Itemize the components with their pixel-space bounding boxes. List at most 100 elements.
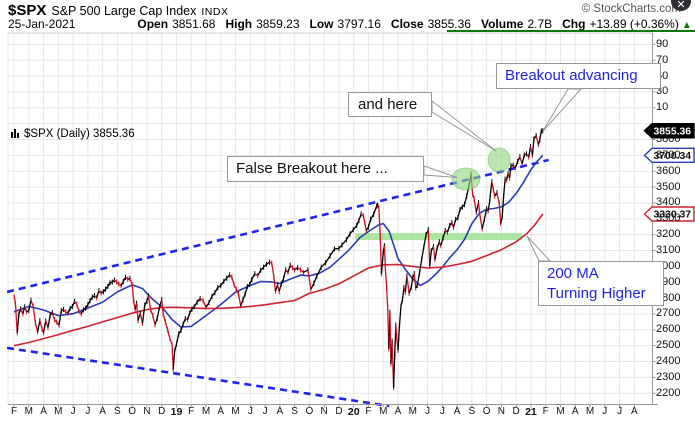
header: $SPX S&P 500 Large Cap Index INDX — [8, 2, 688, 20]
x-axis-month-label: M — [201, 406, 211, 417]
x-axis-month-label: F — [542, 406, 549, 417]
x-axis-month-label: J — [70, 406, 76, 417]
y-axis-label: 2400 — [656, 355, 681, 368]
y-axis-label: 70 — [656, 53, 669, 66]
x-axis-month-label: A — [99, 406, 106, 417]
close-value: 3855.36 — [427, 17, 471, 31]
x-axis-month-label: A — [276, 406, 284, 417]
chart-legend: $SPX (Daily) 3855.36 — [11, 128, 135, 140]
x-axis-month-label: M — [231, 406, 240, 417]
annotation-200ma-line1: 200 MA — [547, 265, 599, 282]
x-axis-month-label: M — [24, 406, 33, 417]
x-axis-month-label: A — [630, 406, 638, 417]
candlestick-chart-icon — [11, 129, 20, 138]
open-label: Open — [137, 17, 169, 31]
change-underline — [447, 30, 695, 32]
stockcharts-brand: © StockCharts.com — [581, 3, 681, 15]
quote-row: 25-Jan-2021 Open 3851.68 High 3859.23 Low 3797… — [8, 17, 695, 31]
exchange: INDX — [201, 6, 229, 18]
y-axis-label: 3800 — [656, 133, 681, 146]
x-axis-month-label: J — [85, 406, 91, 417]
y-axis-label: 30 — [656, 85, 669, 98]
index-name: S&P 500 Large Cap Index — [51, 4, 197, 18]
x-axis-month-label: N — [143, 406, 151, 417]
low-value: 3797.16 — [337, 17, 381, 31]
x-axis-month-label: A — [394, 406, 402, 417]
annotation-and-here: and here — [348, 92, 432, 117]
y-axis-label: 3200 — [656, 228, 681, 241]
y-axis-label: 3600 — [656, 164, 681, 177]
x-axis-month-label: J — [247, 406, 253, 417]
x-axis-month-label: F — [10, 406, 18, 417]
x-axis-month-label: O — [482, 406, 491, 417]
volume-value: 2.7B — [527, 17, 553, 31]
x-axis-month-label: M — [54, 406, 63, 417]
y-axis-label: 3100 — [656, 244, 681, 257]
up-arrow-icon: ▲ — [681, 20, 692, 31]
y-axis-label: 2600 — [656, 323, 681, 336]
y-axis-label: 2800 — [656, 291, 681, 304]
x-axis-month-label: O — [128, 406, 137, 417]
open-value: 3851.68 — [172, 17, 216, 31]
x-axis-month-label: A — [40, 406, 47, 417]
y-axis-label: 3300 — [656, 212, 681, 225]
x-axis-year-label: 21 — [525, 406, 537, 418]
chg-label: Chg — [562, 17, 586, 31]
x-axis-year-label: 20 — [347, 406, 360, 418]
high-value: 3859.23 — [256, 17, 300, 31]
x-axis-month-label: D — [512, 406, 520, 417]
annotation-200ma-turning-higher: 200 MA Turning Higher — [538, 261, 664, 306]
x-axis-month-label: M — [585, 406, 595, 417]
x-axis-month-label: S — [114, 406, 121, 417]
chg-value: +13.89 (+0.36%) — [589, 17, 679, 31]
x-axis-month-label: A — [217, 406, 225, 417]
y-axis-label: 2300 — [656, 370, 681, 383]
x-axis-month-label: J — [602, 406, 608, 417]
high-label: High — [225, 17, 253, 31]
x-axis-month-label: M — [379, 406, 388, 417]
x-axis-year-label: 19 — [170, 406, 183, 418]
x-axis-month-label: D — [158, 406, 166, 417]
y-axis-label: 3400 — [656, 196, 681, 209]
x-axis-month-label: D — [335, 406, 343, 417]
x-axis-month-label: J — [617, 406, 623, 417]
volume-label: Volume — [480, 17, 524, 31]
x-axis-month-label: M — [556, 406, 565, 417]
price-tag-ma50: 3700.34 — [654, 151, 692, 162]
y-axis-label: 2500 — [656, 339, 681, 352]
low-label: Low — [309, 17, 334, 31]
x-axis-month-label: F — [188, 406, 195, 417]
y-axis-label: 2200 — [656, 386, 681, 399]
x-axis-month-label: J — [425, 406, 431, 417]
y-axis-label: 3000 — [656, 259, 681, 272]
price-tag-last: 3855.36 — [654, 126, 692, 137]
symbol: $SPX — [8, 2, 47, 19]
x-axis-month-label: S — [468, 406, 476, 417]
x-axis-month-label: N — [320, 406, 328, 417]
x-axis-month-label: M — [408, 406, 417, 417]
x-axis-month-label: N — [497, 406, 506, 417]
y-axis-label: 50 — [656, 69, 669, 82]
x-axis-month-label: J — [262, 406, 268, 417]
legend-text: $SPX (Daily) 3855.36 — [24, 128, 135, 140]
close-label: Close — [390, 17, 424, 31]
price-tag-ma200: 3330.37 — [654, 210, 692, 221]
x-axis-month-label: J — [439, 406, 445, 417]
y-axis-label: 3700 — [656, 148, 681, 161]
x-axis-month-label: A — [571, 406, 579, 417]
quote-date: 25-Jan-2021 — [8, 17, 76, 31]
annotation-200ma-line2: Turning Higher — [547, 285, 646, 302]
y-axis-label: 2700 — [656, 307, 681, 320]
y-axis-label: 10 — [656, 101, 669, 114]
x-axis-month-label: O — [305, 406, 314, 417]
x-axis-month-label: F — [365, 406, 372, 417]
y-axis-label: 90 — [656, 37, 669, 50]
x-axis-month-label: S — [291, 406, 298, 417]
annotation-breakout-advancing: Breakout advancing — [496, 63, 661, 89]
x-axis-month-label: A — [453, 406, 461, 417]
y-axis-label: 2900 — [656, 275, 681, 288]
y-axis-label: 3500 — [656, 180, 681, 193]
close-icon[interactable]: ✕ — [671, 0, 691, 11]
